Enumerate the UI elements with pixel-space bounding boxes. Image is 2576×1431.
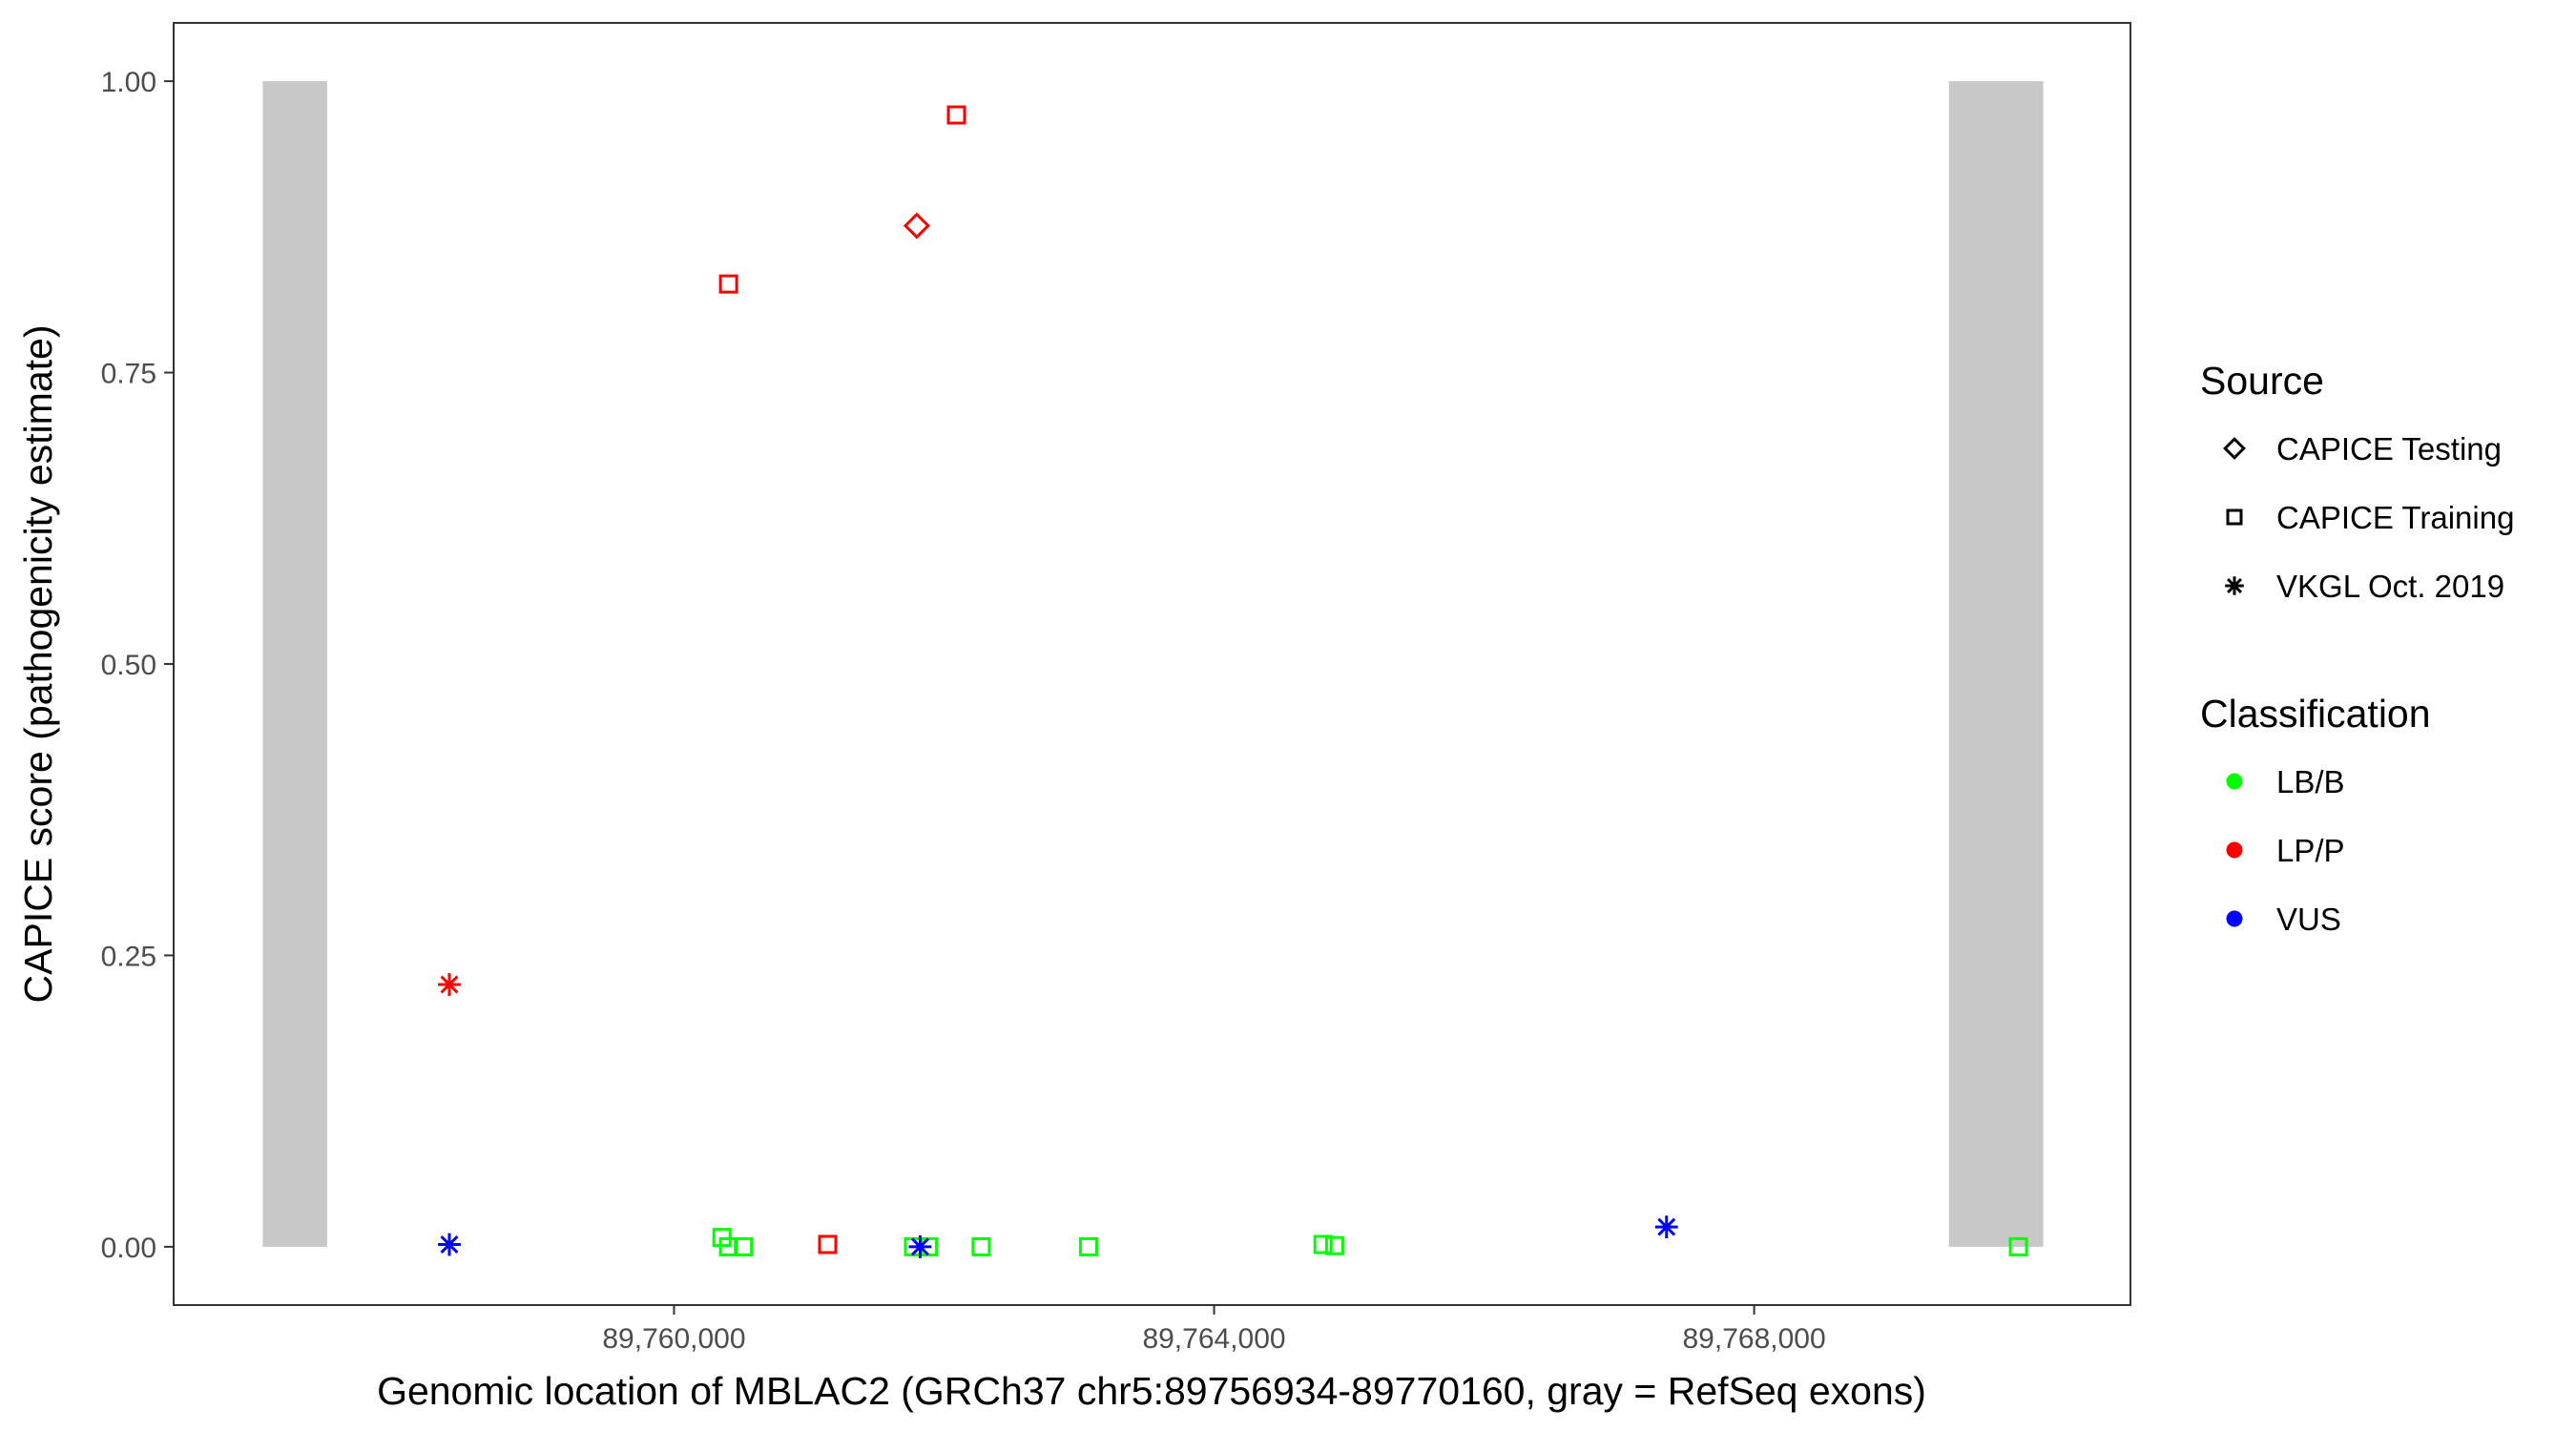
legend-label: VKGL Oct. 2019: [2276, 569, 2504, 604]
legend-title: Source: [2200, 359, 2324, 403]
y-tick-label: 0.50: [101, 650, 156, 681]
data-point: [1324, 1235, 1344, 1255]
data-point: [818, 1234, 838, 1255]
data-point: [718, 274, 738, 294]
y-tick-label: 0.25: [101, 941, 156, 972]
legend-label: VUS: [2276, 902, 2341, 937]
legend-key-square-icon: [2226, 508, 2243, 526]
data-point: [438, 973, 461, 996]
y-axis-title: CAPICE score (pathogenicity estimate): [16, 325, 60, 1004]
data-point: [734, 1236, 754, 1256]
legend-key-dot-icon: [2226, 773, 2243, 790]
x-tick-label: 89,764,000: [1142, 1323, 1285, 1355]
legend-entry: VKGL Oct. 2019: [2225, 569, 2504, 604]
legend-key-diamond-icon: [2223, 437, 2246, 460]
legend-entry: LB/B: [2226, 764, 2345, 799]
data-point: [971, 1236, 991, 1256]
x-tick-label: 89,760,000: [602, 1323, 745, 1355]
y-tick-label: 0.00: [101, 1233, 156, 1264]
exon-bar: [1948, 81, 2044, 1247]
legend-entry: VUS: [2226, 902, 2341, 937]
data-point: [438, 1233, 461, 1256]
y-tick-label: 0.75: [101, 359, 156, 390]
x-axis-title: Genomic location of MBLAC2 (GRCh37 chr5:…: [377, 1369, 1926, 1413]
exon-bar: [262, 81, 327, 1247]
legend-entry: CAPICE Training: [2226, 500, 2514, 535]
data-point: [1078, 1236, 1098, 1256]
x-tick-label: 89,768,000: [1683, 1323, 1826, 1355]
legend-key-dot-icon: [2226, 841, 2243, 859]
legend-label: LB/B: [2276, 764, 2345, 799]
legend-key-dot-icon: [2226, 910, 2243, 927]
data-point: [946, 105, 966, 125]
legend-key-asterisk-icon: [2225, 576, 2244, 595]
legend-label: CAPICE Testing: [2276, 431, 2502, 467]
y-tick-label: 1.00: [101, 67, 156, 98]
data-point: [908, 1235, 932, 1258]
data-point: [1654, 1215, 1678, 1239]
legend-entry: LP/P: [2226, 833, 2345, 868]
data-point: [2008, 1236, 2028, 1256]
legend-label: CAPICE Training: [2276, 500, 2514, 535]
legend-label: LP/P: [2276, 833, 2345, 868]
legend-entry: CAPICE Testing: [2223, 431, 2502, 467]
data-point: [1313, 1234, 1333, 1255]
legend-title: Classification: [2200, 692, 2431, 736]
plot-panel: [173, 22, 2131, 1306]
data-point: [903, 212, 930, 239]
